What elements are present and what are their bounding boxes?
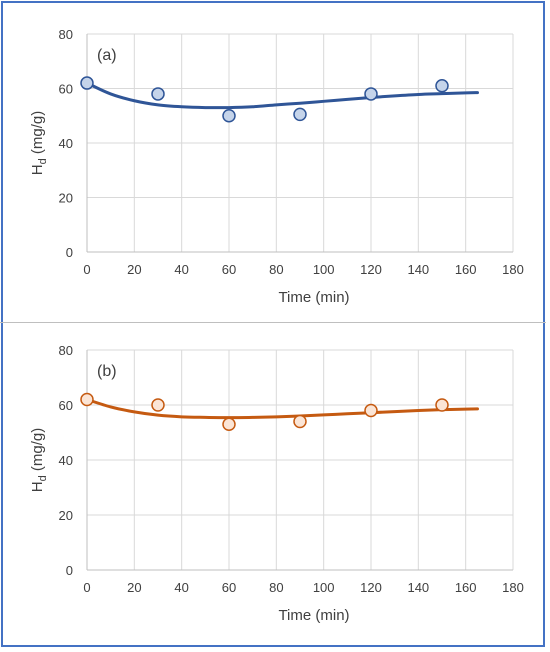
data-point xyxy=(80,76,94,90)
x-tick-label: 160 xyxy=(455,262,477,277)
x-tick-label: 100 xyxy=(313,262,335,277)
x-axis-title: Time (min) xyxy=(278,607,349,624)
y-tick-label: 20 xyxy=(59,508,73,523)
data-point xyxy=(435,79,449,93)
x-axis-title: Time (min) xyxy=(278,289,349,306)
y-tick-label: 20 xyxy=(59,191,73,206)
x-tick-label: 40 xyxy=(174,262,188,277)
x-tick-label: 80 xyxy=(269,580,283,595)
panel-label: (b) xyxy=(97,363,117,380)
y-tick-label: 60 xyxy=(59,82,73,97)
panel-label: (a) xyxy=(97,47,117,64)
x-tick-label: 140 xyxy=(407,262,429,277)
data-point xyxy=(293,414,307,429)
data-point xyxy=(80,392,94,407)
x-tick-label: 80 xyxy=(269,262,283,277)
x-tick-label: 120 xyxy=(360,580,382,595)
data-point xyxy=(435,398,449,412)
x-tick-label: 0 xyxy=(83,580,90,595)
y-tick-label: 80 xyxy=(59,343,73,358)
x-tick-label: 20 xyxy=(127,580,141,595)
chart-panel-b: 0 20 40 60 80 0 20 40 60 80 100 120 140 160 180 Time (m… xyxy=(29,343,524,624)
figure-frame xyxy=(1,1,545,647)
data-point xyxy=(151,87,165,101)
panel-divider xyxy=(0,322,546,323)
y-tick-label: 0 xyxy=(66,563,73,578)
x-tick-label: 20 xyxy=(127,262,141,277)
x-tick-label: 100 xyxy=(313,580,335,595)
y-axis-title: Hd (mg/g) xyxy=(29,111,49,175)
x-tick-label: 180 xyxy=(502,262,524,277)
data-point xyxy=(293,107,307,122)
x-tick-label: 0 xyxy=(83,262,90,277)
data-point xyxy=(364,87,378,101)
y-tick-label: 60 xyxy=(59,398,73,413)
y-tick-label: 80 xyxy=(59,27,73,42)
chart-panel-a: 0 20 40 60 80 0 20 40 60 80 100 120 140 160 180 Time (m… xyxy=(29,27,524,306)
data-point xyxy=(364,403,378,418)
y-tick-label: 0 xyxy=(66,245,73,260)
x-tick-label: 180 xyxy=(502,580,524,595)
x-tick-label: 60 xyxy=(222,580,236,595)
x-tick-label: 120 xyxy=(360,262,382,277)
x-tick-label: 140 xyxy=(407,580,429,595)
data-point xyxy=(222,109,236,123)
fit-curve xyxy=(85,81,479,110)
y-axis-title: Hd (mg/g) xyxy=(29,428,49,492)
x-tick-label: 60 xyxy=(222,262,236,277)
x-tick-label: 160 xyxy=(455,580,477,595)
data-point xyxy=(151,398,165,412)
x-tick-label: 40 xyxy=(174,580,188,595)
data-point xyxy=(222,417,236,431)
fit-curve xyxy=(85,398,479,420)
y-tick-label: 40 xyxy=(59,453,73,468)
y-tick-label: 40 xyxy=(59,136,73,151)
